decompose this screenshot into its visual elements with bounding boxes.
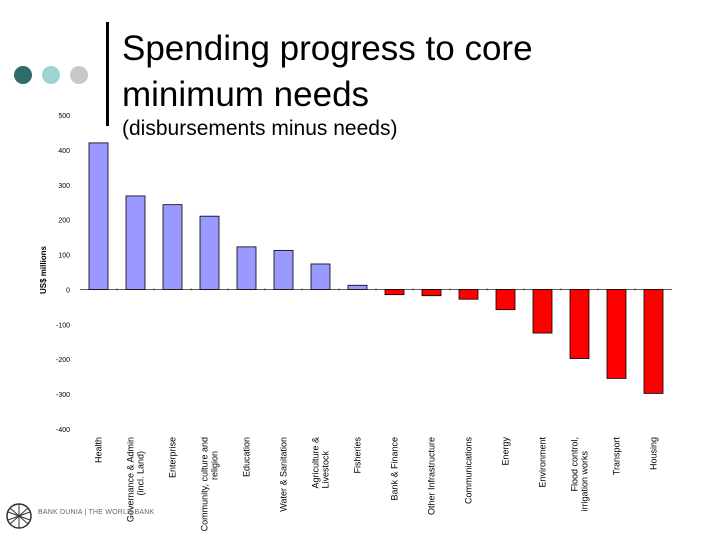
bar bbox=[347, 284, 368, 290]
x-tick-label: Bank & Finance bbox=[390, 437, 400, 501]
dot-dark bbox=[14, 66, 32, 84]
y-tick-label: -300 bbox=[56, 392, 70, 399]
bar bbox=[236, 246, 257, 290]
bar bbox=[125, 195, 146, 290]
bar bbox=[421, 289, 442, 297]
bar bbox=[606, 289, 627, 379]
title-divider bbox=[106, 22, 109, 126]
x-tick-label: Governance & Admin(incl. Land) bbox=[126, 437, 146, 522]
y-tick-label: -400 bbox=[56, 427, 70, 434]
x-tick-label: Health bbox=[94, 437, 104, 463]
bar bbox=[569, 289, 590, 359]
y-tick-label: 200 bbox=[58, 218, 70, 225]
bar bbox=[88, 142, 109, 290]
globe-icon bbox=[6, 503, 32, 529]
x-tick-label: Environment bbox=[538, 437, 548, 488]
slide-title: Spending progress to core minimum needs bbox=[122, 29, 533, 114]
x-tick-label: Other Infrastructure bbox=[427, 437, 437, 515]
x-tick-label: Enterprise bbox=[168, 437, 178, 478]
decorative-dots bbox=[14, 66, 94, 84]
x-tick-label: Housing bbox=[649, 437, 659, 470]
world-bank-logo: BANK DUNIA | THE WORLD BANK bbox=[4, 498, 224, 534]
dot-gray bbox=[70, 66, 88, 84]
bar bbox=[310, 263, 331, 290]
slide-subtitle: (disbursements minus needs) bbox=[122, 117, 398, 140]
bar bbox=[273, 249, 294, 290]
bar bbox=[199, 215, 220, 290]
x-tick-label: Transport bbox=[612, 437, 622, 476]
x-tick-label: Education bbox=[242, 437, 252, 477]
x-tick-label: Agriculture &Livestock bbox=[311, 437, 331, 489]
logo-text: BANK DUNIA | THE WORLD BANK bbox=[38, 509, 155, 516]
y-tick-label: -100 bbox=[56, 322, 70, 329]
dot-teal bbox=[42, 66, 60, 84]
x-tick-label: Community, culture andreligion bbox=[200, 437, 220, 531]
y-tick-label: 500 bbox=[58, 113, 70, 120]
y-tick-label: -200 bbox=[56, 357, 70, 364]
bar bbox=[384, 289, 405, 296]
y-tick-label: 300 bbox=[58, 183, 70, 190]
bar bbox=[162, 204, 183, 290]
y-tick-label: 0 bbox=[66, 287, 70, 294]
bar bbox=[643, 289, 664, 394]
x-tick-label: Flood control,irrigation works bbox=[570, 437, 590, 512]
x-tick-label: Water & Sanitation bbox=[279, 437, 289, 512]
bar bbox=[495, 289, 516, 311]
x-tick-label: Energy bbox=[501, 437, 511, 466]
bar bbox=[458, 289, 479, 300]
x-tick-label: Fisheries bbox=[353, 437, 363, 474]
bar bbox=[532, 289, 553, 334]
x-tick-label: Communications bbox=[464, 437, 474, 505]
y-tick-label: 100 bbox=[58, 253, 70, 260]
y-tick-label: 400 bbox=[58, 148, 70, 155]
y-axis-label: US$ millions bbox=[39, 245, 48, 294]
